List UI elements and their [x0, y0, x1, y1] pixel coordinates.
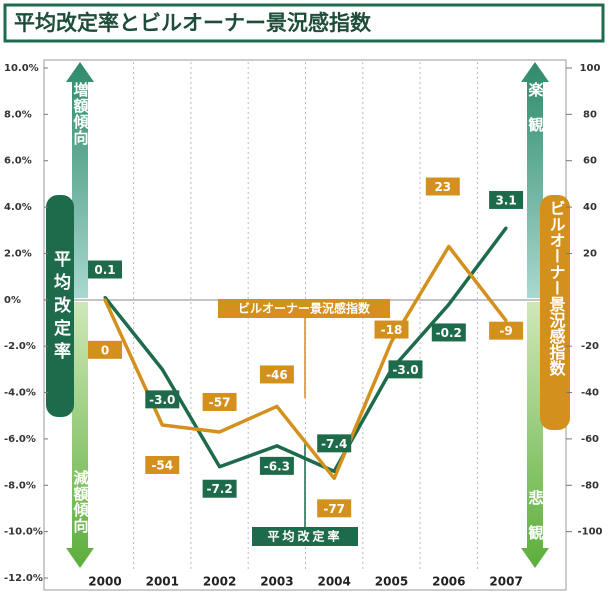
pessimistic-label: 悲観 — [527, 489, 545, 560]
value-label: -6.3 — [264, 459, 290, 473]
legend-label: ビルオーナー景況感指数 — [238, 301, 371, 316]
y-tick-label: -2.0% — [4, 341, 36, 352]
point — [447, 302, 451, 306]
value-label-box — [489, 321, 524, 340]
value-label-box — [431, 323, 466, 342]
point — [504, 319, 508, 323]
x-tick-label: 2006 — [432, 575, 465, 589]
chart-title: 平均改定率とビルオーナー景況感指数 — [14, 11, 372, 35]
point — [103, 298, 107, 302]
arrows — [46, 62, 570, 568]
value-label: 3.1 — [495, 193, 516, 207]
x-tick-label: 2003 — [260, 575, 293, 589]
value-label: -0.2 — [436, 326, 462, 340]
value-label: -7.4 — [321, 437, 347, 451]
value-label: -77 — [323, 502, 345, 516]
point — [218, 465, 222, 469]
x-tick-label: 2001 — [146, 575, 179, 589]
value-label: -18 — [381, 323, 403, 337]
value-label: -3.0 — [149, 393, 175, 407]
point — [103, 296, 107, 299]
series-line — [103, 244, 508, 481]
point — [275, 444, 279, 448]
y2-tick-label: 20 — [583, 248, 597, 259]
x-tick-label: 2005 — [375, 575, 408, 589]
y2-tick-label: -40 — [581, 388, 599, 399]
value-label-box — [88, 340, 122, 359]
point — [332, 469, 336, 473]
y2-tick-label: -80 — [581, 480, 599, 491]
y-tick-label: 6.0% — [4, 156, 32, 167]
y2-tick-label: -20 — [581, 341, 599, 352]
x-tick-label: 2007 — [489, 575, 522, 589]
value-label: -54 — [151, 459, 173, 473]
point — [160, 423, 164, 427]
y-tick-label: -8.0% — [4, 480, 36, 491]
value-label-box — [317, 434, 352, 453]
y2-tick-label: 80 — [583, 109, 597, 120]
value-label: -57 — [209, 395, 231, 409]
y-tick-label: -6.0% — [4, 434, 36, 445]
y-tick-label: -4.0% — [4, 388, 36, 399]
legend-box — [218, 299, 390, 318]
point — [160, 367, 164, 371]
y-tick-label: 8.0% — [4, 109, 32, 120]
value-label: -9 — [499, 324, 512, 338]
value-label-box — [88, 260, 122, 279]
value-label-box — [145, 390, 180, 409]
title-box — [3, 3, 605, 43]
y2-tick-label: 60 — [583, 156, 597, 167]
series-line — [103, 226, 508, 474]
value-label: 23 — [434, 180, 451, 194]
x-tick-label: 2002 — [203, 575, 236, 589]
value-label-box — [145, 456, 180, 474]
value-label-box — [317, 499, 352, 518]
increase-label: 増額傾向 — [72, 81, 90, 146]
value-label-box — [259, 365, 294, 384]
y-tick-label: -12.0% — [4, 573, 43, 584]
value-label: 0.1 — [94, 263, 115, 277]
x-tick-label: 2004 — [317, 575, 350, 589]
point — [390, 340, 393, 344]
legend-box — [252, 527, 358, 546]
optimistic-label: 楽観 — [527, 81, 545, 152]
right-axis-title: ビルオーナー景況感指数 — [547, 200, 566, 377]
value-label-box — [259, 456, 294, 475]
y2-tick-label: 40 — [583, 202, 597, 213]
value-label-box — [489, 190, 524, 209]
left-axis-title: 平均改定率 — [50, 250, 71, 365]
value-label-box — [202, 479, 237, 498]
y-tick-label: -10.0% — [4, 527, 43, 538]
value-label: -7.2 — [206, 482, 232, 496]
value-label: 0 — [101, 343, 109, 357]
y-tick-label: 2.0% — [4, 248, 32, 259]
y2-tick-label: -60 — [581, 434, 599, 445]
value-label: -46 — [266, 368, 288, 382]
point — [332, 476, 336, 480]
y2-tick-label: 100 — [580, 63, 601, 74]
point — [218, 430, 222, 434]
point — [447, 245, 451, 248]
value-label-box — [388, 360, 423, 379]
legend-label: 平均改定率 — [267, 529, 342, 544]
x-tick-label: 2000 — [88, 575, 121, 589]
y-tick-label: 10.0% — [4, 63, 39, 74]
value-label-box — [425, 177, 460, 196]
value-label-box — [374, 320, 409, 339]
y-tick-label: 0% — [4, 295, 21, 306]
value-label: -3.0 — [392, 363, 418, 377]
y2-tick-label: -100 — [577, 527, 602, 538]
y-tick-label: 4.0% — [4, 202, 32, 213]
decrease-label: 減額傾向 — [72, 470, 90, 534]
point — [275, 404, 279, 408]
value-label-box — [202, 392, 237, 411]
point — [504, 226, 508, 230]
